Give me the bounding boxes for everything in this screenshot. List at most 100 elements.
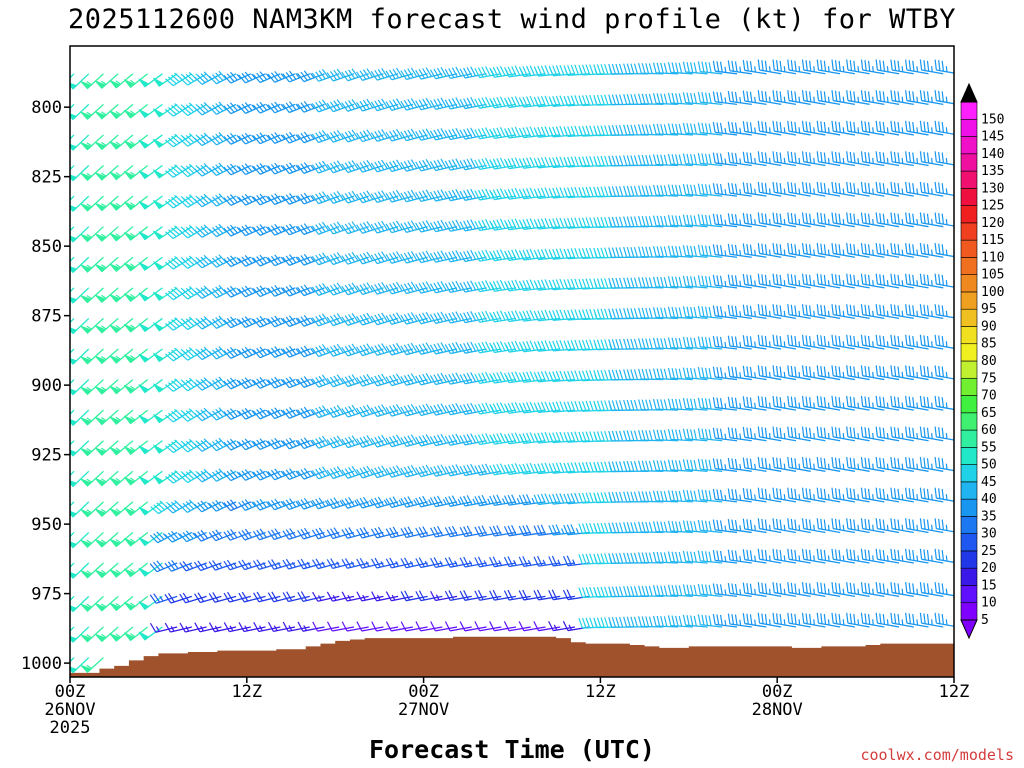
wind-barb xyxy=(578,339,605,351)
wind-barb xyxy=(297,100,325,113)
wind-barb xyxy=(846,304,870,320)
wind-barb xyxy=(816,273,841,289)
wind-barb xyxy=(742,582,767,598)
wind-barb xyxy=(638,552,664,564)
colorbar-label: 100 xyxy=(981,285,1004,300)
colorbar-bottom-arrow xyxy=(960,619,978,640)
y-axis: 800 825 850 875 900 925 950 975 1000 xyxy=(21,98,70,674)
wind-barb xyxy=(801,612,826,628)
colorbar-swatch xyxy=(960,602,978,621)
terrain-layer xyxy=(70,636,954,677)
wind-barb xyxy=(533,621,561,632)
wind-barb xyxy=(787,548,811,564)
wind-barb xyxy=(138,409,163,424)
wind-barb xyxy=(757,243,782,258)
wind-barb xyxy=(223,71,252,84)
wind-barb xyxy=(429,189,458,202)
wind-barb xyxy=(94,626,119,643)
wind-barb xyxy=(875,59,900,75)
wind-barb xyxy=(727,60,752,75)
wind-barb xyxy=(652,460,679,472)
wind-barb xyxy=(682,428,708,442)
wind-barb xyxy=(138,470,163,485)
wind-barb xyxy=(459,96,487,110)
wind-barb xyxy=(223,622,251,633)
wind-barb xyxy=(267,407,296,420)
wind-barb xyxy=(652,123,679,136)
wind-barb xyxy=(415,372,443,386)
wind-barb xyxy=(801,212,826,228)
wind-barb xyxy=(326,374,355,388)
colorbar-swatch xyxy=(960,585,978,604)
wind-barb xyxy=(697,244,723,258)
wind-barb xyxy=(831,426,855,442)
wind-barb xyxy=(415,311,443,325)
wind-barb xyxy=(80,317,104,334)
wind-barb xyxy=(223,163,252,176)
wind-barb xyxy=(742,59,767,75)
wind-barb xyxy=(846,487,870,503)
wind-barb xyxy=(356,373,384,387)
wind-barb xyxy=(152,348,178,362)
wind-barb xyxy=(727,396,752,411)
wind-barb xyxy=(518,524,546,537)
wind-barb xyxy=(846,548,870,564)
wind-barb xyxy=(787,181,811,197)
wind-barb xyxy=(875,120,900,136)
wind-barb xyxy=(164,592,193,604)
wind-barb xyxy=(712,305,738,320)
wind-barb xyxy=(757,151,782,167)
wind-barb xyxy=(109,103,134,120)
wind-barb xyxy=(238,71,266,84)
wind-barb xyxy=(311,99,340,113)
wind-barb xyxy=(712,336,738,350)
wind-barb xyxy=(787,151,811,167)
wind-barb xyxy=(238,285,266,298)
wind-barb xyxy=(385,591,413,602)
wind-barb xyxy=(787,120,811,136)
wind-barb xyxy=(712,91,738,106)
wind-barb xyxy=(138,226,163,241)
wind-barb xyxy=(152,287,178,301)
wind-barb xyxy=(757,365,782,381)
wind-barb xyxy=(444,311,472,324)
colorbar-label: 45 xyxy=(981,475,997,490)
wind-barb xyxy=(712,550,738,564)
wind-barb xyxy=(504,187,531,200)
wind-barb xyxy=(252,101,281,114)
wind-barb xyxy=(860,334,885,350)
wind-barb xyxy=(712,274,738,289)
wind-barb xyxy=(890,181,914,197)
wind-barb xyxy=(356,496,384,509)
wind-barb xyxy=(371,591,399,602)
wind-barb xyxy=(238,193,266,206)
wind-barb xyxy=(727,152,752,167)
wind-barb xyxy=(370,496,399,509)
wind-barb xyxy=(385,465,414,478)
wind-barb xyxy=(890,548,914,564)
wind-barb xyxy=(816,334,841,350)
colorbar-label: 10 xyxy=(981,596,997,611)
wind-barb xyxy=(934,582,954,597)
wind-barb xyxy=(194,622,222,633)
wind-barb xyxy=(444,97,472,110)
wind-barb xyxy=(70,470,75,477)
wind-barb xyxy=(652,490,679,503)
wind-barb xyxy=(341,160,369,174)
colorbar-label: 85 xyxy=(981,337,997,352)
wind-barb xyxy=(712,397,738,411)
wind-barb xyxy=(712,458,738,472)
wind-barb xyxy=(875,365,900,381)
wind-barb xyxy=(297,162,325,174)
wind-barb xyxy=(70,501,75,507)
wind-barb xyxy=(356,435,384,448)
wind-barb xyxy=(875,395,900,411)
wind-barb xyxy=(727,366,752,381)
wind-barb xyxy=(70,256,75,263)
wind-barb xyxy=(905,243,929,258)
wind-barb xyxy=(385,128,414,142)
wind-barb xyxy=(652,337,679,350)
wind-barb xyxy=(385,373,414,387)
wind-barb xyxy=(846,59,870,75)
wind-barb xyxy=(875,487,900,503)
